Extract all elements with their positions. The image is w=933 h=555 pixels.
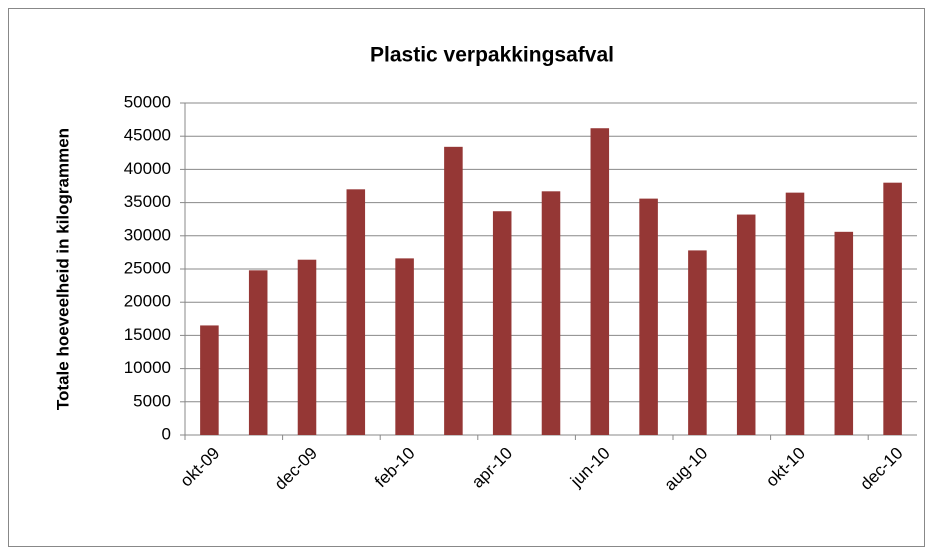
bar <box>736 214 756 435</box>
y-tick-label: 50000 <box>124 92 171 111</box>
bar <box>200 325 219 435</box>
bar <box>444 146 463 435</box>
y-axis-title: Totale hoeveelheid in kilogrammen <box>53 128 72 410</box>
y-tick-label: 15000 <box>124 325 171 344</box>
bar <box>492 211 512 435</box>
chart-frame <box>8 8 925 547</box>
bar <box>785 192 805 435</box>
bar <box>834 231 854 435</box>
y-tick-label: 20000 <box>124 292 171 311</box>
y-tick-label: 0 <box>162 424 171 443</box>
bar <box>297 259 317 435</box>
bar <box>346 189 366 435</box>
bar <box>248 270 268 435</box>
bar <box>639 198 658 435</box>
bar <box>883 182 902 435</box>
y-tick-label: 30000 <box>124 225 171 244</box>
y-tick-label: 5000 <box>133 391 171 410</box>
y-tick-label: 40000 <box>124 159 171 178</box>
y-tick-label: 10000 <box>124 358 171 377</box>
chart-title: Plastic verpakkingsafval <box>370 44 614 67</box>
y-tick-label: 45000 <box>124 126 171 145</box>
bar <box>541 191 561 435</box>
y-tick-label: 35000 <box>124 192 171 211</box>
bar <box>395 258 414 435</box>
bar <box>590 128 610 435</box>
y-tick-label: 25000 <box>124 258 171 277</box>
bar <box>688 250 707 435</box>
